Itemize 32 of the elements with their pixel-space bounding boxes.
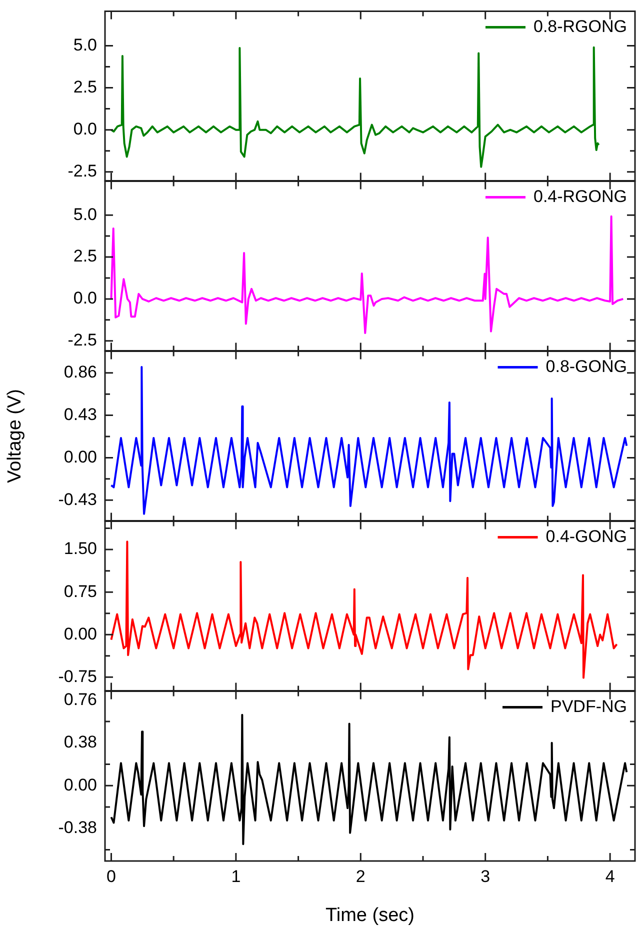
y-tick-label: 0.43	[64, 404, 97, 424]
x-tick-label: 2	[356, 866, 366, 886]
y-tick-label: 0.0	[73, 119, 97, 138]
y-tick-label: 5.0	[73, 204, 97, 224]
y-tick-label: 0.0	[73, 288, 97, 308]
x-tick-label: 4	[605, 866, 615, 886]
legend-label: 0.8-RGONG	[533, 16, 628, 36]
y-tick-label: 1.50	[64, 539, 97, 558]
y-tick-label: 2.5	[73, 246, 97, 266]
x-tick-label: 0	[106, 866, 116, 886]
y-tick-label: 5.0	[73, 35, 97, 54]
legend-label: 0.8-GONG	[546, 356, 628, 376]
y-tick-label: 0.00	[64, 447, 97, 466]
x-axis-title: Time (sec)	[325, 904, 415, 926]
y-tick-label: -2.5	[68, 330, 97, 350]
legend-label: 0.4-GONG	[546, 526, 628, 546]
y-tick-label: 0.75	[64, 582, 97, 601]
y-tick-label: 0.00	[64, 624, 97, 644]
y-tick-label: 0.86	[64, 362, 97, 382]
legend-label: PVDF-NG	[550, 696, 627, 716]
y-tick-label: 0.76	[64, 690, 97, 709]
y-tick-label: 0.00	[64, 775, 97, 794]
x-tick-label: 1	[231, 866, 241, 886]
y-tick-label: -0.43	[58, 490, 97, 509]
legend-label: 0.4-RGONG	[533, 186, 628, 206]
y-tick-label: -0.75	[58, 666, 97, 686]
y-tick-label: -0.38	[58, 818, 97, 837]
y-tick-label: 0.38	[64, 732, 97, 752]
x-tick-label: 3	[480, 866, 490, 886]
y-axis-title: Voltage (V)	[4, 388, 26, 483]
y-tick-label: -2.5	[68, 161, 97, 180]
y-tick-label: 2.5	[73, 77, 97, 96]
